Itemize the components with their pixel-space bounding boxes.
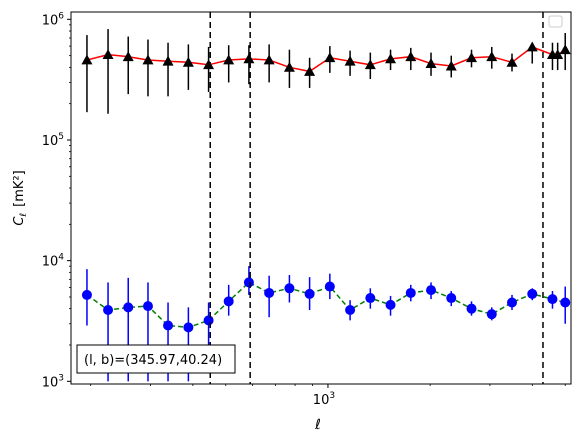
data-point-triangle xyxy=(466,52,478,63)
data-point-circle xyxy=(223,296,234,307)
annotation-text: (l, b)=(345.97,40.24) xyxy=(84,353,222,368)
x-tick-label-exponent: 3 xyxy=(329,391,335,401)
data-point-triangle xyxy=(552,49,564,60)
data-point-circle xyxy=(426,285,437,296)
data-point-circle xyxy=(284,283,295,294)
y-tick-label-exponent: 5 xyxy=(58,132,64,142)
y-axis-label: Cℓ [mK²] xyxy=(12,170,29,225)
data-point-triangle xyxy=(506,56,518,67)
data-point-circle xyxy=(123,302,134,313)
data-point-circle xyxy=(365,293,376,304)
data-point-triangle xyxy=(486,51,498,62)
data-point-circle xyxy=(405,287,416,298)
y-tick-label: 106 xyxy=(42,11,65,28)
data-point-triangle xyxy=(223,54,235,65)
y-tick-label-base: 10 xyxy=(42,134,59,149)
data-point-circle xyxy=(243,277,254,288)
x-axis-label: ℓ xyxy=(314,417,321,433)
data-point-triangle xyxy=(405,51,417,62)
data-point-circle xyxy=(183,322,194,333)
data-point-triangle xyxy=(203,59,215,70)
data-point-circle xyxy=(324,281,335,292)
y-tick-label-base: 10 xyxy=(42,255,59,270)
data-point-triangle xyxy=(526,41,538,52)
annotation-frame xyxy=(76,344,236,374)
x-tick-label: 103 xyxy=(313,391,335,408)
y-tick-label-exponent: 4 xyxy=(58,253,64,263)
y-tick-label: 105 xyxy=(42,132,64,149)
data-point-triangle xyxy=(425,58,437,68)
y-tick-label: 103 xyxy=(42,373,64,390)
y-axis-label-unit: [mK²] xyxy=(12,170,27,207)
legend-box xyxy=(548,15,563,28)
y-tick-label-base: 10 xyxy=(42,375,59,390)
data-point-triangle xyxy=(102,49,114,60)
data-point-triangle xyxy=(182,56,194,67)
data-point-triangle xyxy=(263,54,275,65)
data-point-circle xyxy=(547,294,558,305)
plot-frame xyxy=(70,11,572,385)
series-layer xyxy=(81,29,571,382)
data-point-circle xyxy=(304,288,315,299)
data-point-triangle xyxy=(243,53,255,64)
data-point-triangle xyxy=(142,54,154,65)
data-point-circle xyxy=(103,304,114,315)
data-point-triangle xyxy=(162,55,174,66)
data-point-circle xyxy=(507,297,518,308)
data-point-triangle xyxy=(81,54,93,65)
data-point-circle xyxy=(486,309,497,320)
annotation-box: (l, b)=(345.97,40.24) xyxy=(76,344,236,374)
data-point-circle xyxy=(264,287,275,298)
data-point-triangle xyxy=(304,65,316,76)
y-axis-label-subscript: ℓ xyxy=(19,213,29,218)
series-1 xyxy=(81,29,571,114)
series-line xyxy=(86,46,566,73)
data-point-triangle xyxy=(559,44,571,55)
y-tick-label-exponent: 3 xyxy=(58,373,64,383)
data-point-circle xyxy=(203,315,214,326)
data-point-triangle xyxy=(122,51,134,62)
legend-frame xyxy=(548,15,563,28)
data-point-triangle xyxy=(344,55,356,66)
series-2 xyxy=(81,266,571,382)
data-point-circle xyxy=(527,288,538,299)
data-point-circle xyxy=(446,293,457,304)
data-point-circle xyxy=(466,303,477,314)
data-point-triangle xyxy=(324,52,336,63)
y-tick-label: 104 xyxy=(42,253,65,270)
data-point-circle xyxy=(163,320,174,331)
data-point-circle xyxy=(345,304,356,315)
data-point-triangle xyxy=(385,53,397,64)
y-tick-label-base: 10 xyxy=(42,13,59,28)
data-point-triangle xyxy=(283,61,295,72)
data-point-circle xyxy=(385,299,396,310)
x-tick-label-base: 10 xyxy=(313,393,330,408)
y-axis-label-main: C xyxy=(12,216,27,226)
data-point-circle xyxy=(560,297,571,308)
data-point-triangle xyxy=(445,60,457,71)
data-point-circle xyxy=(81,289,92,300)
vline-layer xyxy=(209,12,544,384)
data-point-triangle xyxy=(364,59,376,70)
y-tick-label-exponent: 6 xyxy=(58,11,64,21)
data-point-circle xyxy=(142,301,153,312)
